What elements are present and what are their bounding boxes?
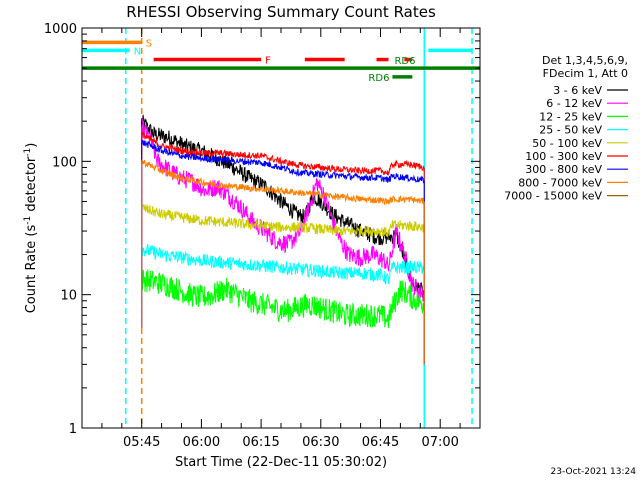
flag-label-0: S — [146, 38, 152, 49]
flag-label-4: RD6 — [368, 73, 389, 84]
series-line-5 — [141, 132, 425, 176]
series-line-7 — [141, 159, 425, 206]
series-line-4 — [141, 203, 425, 238]
y-axis-label: Count Rate (s-1 detector-1) — [23, 143, 39, 314]
y-axis-label-sup2: -1 — [23, 148, 33, 157]
x-axis: 05:45 06:00 06:15 06:30 06:45 07:00 — [101, 28, 461, 450]
series-line-2 — [141, 269, 425, 329]
x-tick-label-5: 07:00 — [421, 435, 458, 450]
flag-label-2: F — [265, 56, 271, 67]
y-axis-label-mid: detector — [24, 156, 39, 216]
y-axis-label-end: ) — [24, 143, 39, 148]
x-tick-label-4: 06:45 — [362, 435, 399, 450]
series-line-6 — [141, 139, 424, 184]
legend-label-3: 25 - 50 keV — [539, 124, 602, 137]
legend: Det 1,3,4,5,6,9,FDecim 1, Att 0 3 - 6 keV… — [504, 54, 628, 203]
legend-label-6: 300 - 800 keV — [525, 163, 602, 176]
legend-label-2: 12 - 25 keV — [539, 110, 602, 123]
legend-label-4: 50 - 100 keV — [532, 137, 602, 150]
series-line-0 — [141, 114, 425, 298]
x-tick-label-0: 05:45 — [123, 435, 160, 450]
flag-label-5: RD6 — [394, 56, 415, 67]
legend-label-8: 7000 - 15000 keV — [504, 190, 602, 203]
y-axis-label-sup1: -1 — [23, 216, 33, 225]
x-tick-label-3: 06:30 — [302, 435, 339, 450]
legend-header-1: FDecim 1, Att 0 — [543, 67, 628, 80]
y-tick-label-0: 1 — [69, 422, 77, 437]
x-tick-label-1: 06:00 — [183, 435, 220, 450]
y-axis: 1 10 100 1000 — [44, 22, 480, 437]
chart-title: RHESSI Observing Summary Count Rates — [126, 3, 436, 21]
x-axis-label: Start Time (22-Dec-11 05:30:02) — [175, 455, 387, 470]
legend-header-0: Det 1,3,4,5,6,9, — [542, 54, 628, 67]
y-tick-label-2: 100 — [52, 155, 77, 170]
y-tick-label-3: 1000 — [44, 22, 77, 37]
y-axis-label-main: Count Rate (s — [24, 225, 39, 314]
legend-label-7: 800 - 7000 keV — [518, 176, 602, 189]
legend-label-1: 6 - 12 keV — [546, 97, 602, 110]
series-line-1 — [141, 117, 425, 302]
flags-layer: SN F RD6 RD6 — [82, 38, 480, 84]
series-layer — [141, 114, 425, 365]
timestamp: 23-Oct-2021 13:24 — [551, 467, 637, 477]
flag-label-1: N — [134, 46, 141, 57]
series-line-3 — [141, 244, 425, 285]
legend-label-0: 3 - 6 keV — [553, 84, 602, 97]
y-tick-label-1: 10 — [60, 289, 77, 304]
x-tick-label-2: 06:15 — [242, 435, 279, 450]
legend-label-5: 100 - 300 keV — [525, 150, 602, 163]
